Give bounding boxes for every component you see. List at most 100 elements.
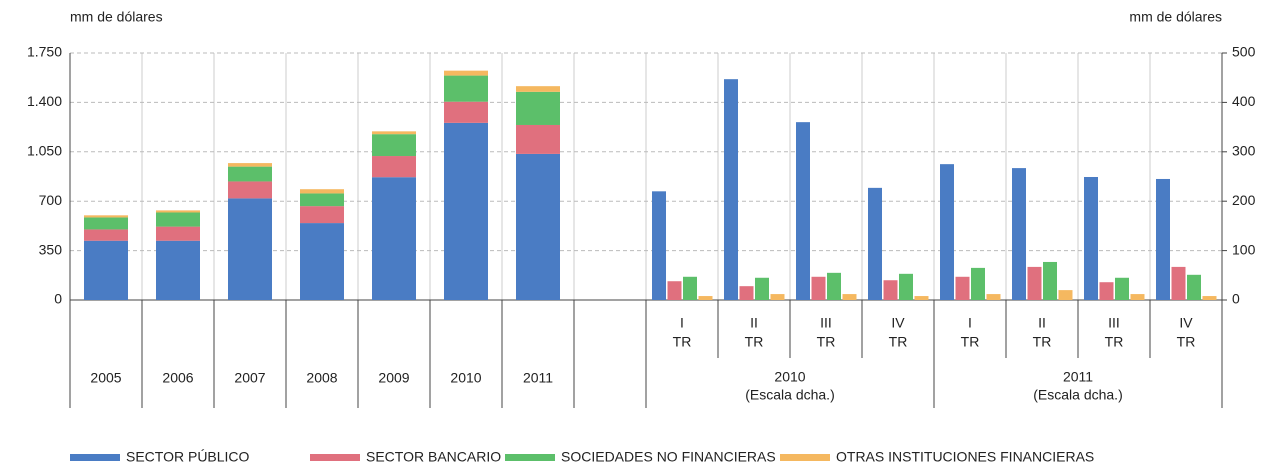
x-tick-label: 2008 <box>306 370 337 386</box>
bar <box>868 187 882 300</box>
bar <box>683 276 697 300</box>
bar-segment <box>444 101 488 123</box>
y2-tick-label: 100 <box>1232 241 1256 257</box>
bar-segment <box>156 210 200 213</box>
y2-tick-label: 200 <box>1232 192 1256 208</box>
bar <box>739 286 754 300</box>
bar <box>755 277 769 300</box>
legend-swatch <box>70 454 120 461</box>
bar <box>955 276 970 300</box>
bar-segment <box>228 166 272 182</box>
bar-segment <box>300 223 344 300</box>
bar-segment <box>444 70 488 76</box>
bar <box>971 267 985 300</box>
quarter-label: IV <box>1179 315 1193 331</box>
legend-label: SECTOR BANCARIO <box>366 449 501 463</box>
y2-tick-label: 500 <box>1232 44 1256 60</box>
y2-axis-label: mm de dólares <box>1129 9 1222 25</box>
bar-segment <box>156 212 200 227</box>
x-tick-label: 2005 <box>90 370 121 386</box>
bar-segment <box>516 86 560 92</box>
quarter-label: III <box>820 315 832 331</box>
legend-swatch <box>505 454 555 461</box>
y-tick-label: 0 <box>54 291 62 307</box>
bar <box>652 191 666 300</box>
quarter-label: TR <box>961 334 980 350</box>
bar <box>1012 168 1026 300</box>
x-tick-label: 2011 <box>523 370 553 386</box>
bar-segment <box>444 75 488 102</box>
bar <box>986 294 1001 300</box>
bar-segment <box>156 226 200 241</box>
y2-tick-label: 300 <box>1232 143 1256 159</box>
bar-segment <box>300 193 344 207</box>
bar <box>1171 266 1186 300</box>
bar <box>698 296 713 300</box>
bar <box>1043 261 1057 300</box>
bar-segment <box>84 240 128 300</box>
bar-segment <box>84 229 128 241</box>
x-tick-label: 2009 <box>378 370 409 386</box>
quarter-label: II <box>750 315 758 331</box>
bar <box>1187 274 1201 300</box>
bar <box>1130 294 1145 300</box>
legend-label: SOCIEDADES NO FINANCIERAS <box>561 449 776 463</box>
bar-segment <box>228 181 272 199</box>
bar-segment <box>156 240 200 300</box>
group-label: (Escala dcha.) <box>745 387 834 403</box>
quarter-label: III <box>1108 315 1120 331</box>
y-tick-label: 350 <box>39 241 63 257</box>
bar <box>1027 266 1042 300</box>
bar-segment <box>372 156 416 178</box>
quarter-label: TR <box>1177 334 1196 350</box>
quarter-label: II <box>1038 315 1046 331</box>
bar <box>899 273 913 300</box>
y2-tick-label: 400 <box>1232 93 1256 109</box>
bar <box>667 281 682 300</box>
bar <box>1084 176 1098 300</box>
bar-segment <box>516 91 560 125</box>
bar <box>827 272 841 300</box>
y-tick-label: 1.750 <box>27 44 62 60</box>
x-tick-label: 2010 <box>450 370 481 386</box>
bar <box>914 296 929 300</box>
y-tick-label: 700 <box>39 192 63 208</box>
bar-segment <box>228 198 272 300</box>
bar <box>1202 296 1217 300</box>
bar <box>796 122 810 300</box>
legend-swatch <box>780 454 830 461</box>
bar-segment <box>372 177 416 300</box>
bar <box>842 294 857 300</box>
bar <box>811 276 826 300</box>
bar-segment <box>444 122 488 300</box>
quarter-label: TR <box>745 334 764 350</box>
bar-segment <box>84 217 128 230</box>
y-tick-label: 1.400 <box>27 93 62 109</box>
y2-tick-label: 0 <box>1232 291 1240 307</box>
bar <box>1115 277 1129 300</box>
bar <box>883 280 898 300</box>
y-axis-label: mm de dólares <box>70 9 163 25</box>
quarter-label: TR <box>817 334 836 350</box>
bar <box>1099 282 1114 300</box>
quarter-label: I <box>680 315 684 331</box>
group-label: 2011 <box>1063 369 1093 385</box>
x-tick-label: 2007 <box>234 370 265 386</box>
bar <box>1058 290 1073 300</box>
group-label: (Escala dcha.) <box>1033 387 1122 403</box>
bar-segment <box>372 131 416 135</box>
quarter-label: IV <box>891 315 905 331</box>
bar-segment <box>372 134 416 157</box>
bar-segment <box>300 206 344 224</box>
legend-label: OTRAS INSTITUCIONES FINANCIERAS <box>836 449 1094 463</box>
bar-segment <box>516 153 560 300</box>
bar-segment <box>516 124 560 154</box>
bar <box>940 164 954 300</box>
legend-label: SECTOR PÚBLICO <box>126 449 250 463</box>
group-label: 2010 <box>774 369 805 385</box>
quarter-label: TR <box>673 334 692 350</box>
bar <box>1156 178 1170 300</box>
x-tick-label: 2006 <box>162 370 193 386</box>
bar <box>724 79 738 300</box>
